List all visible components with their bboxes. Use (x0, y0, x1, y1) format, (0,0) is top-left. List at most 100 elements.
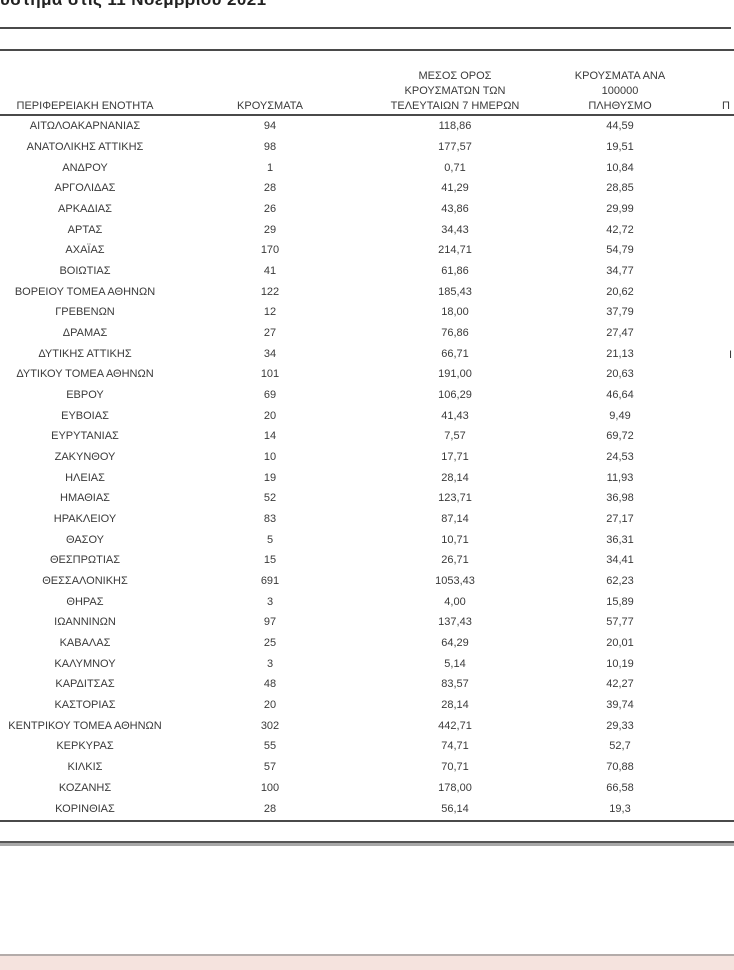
cell-per100k: 42,27 (606, 678, 634, 691)
cell-avg7: 17,71 (441, 451, 469, 464)
table-row: ΑΧΑΪΑΣ 170 214,71 54,79 (0, 240, 734, 261)
table-row: ΑΡΓΟΛΙΔΑΣ 28 41,29 28,85 (0, 178, 734, 199)
table-row: ΗΛΕΙΑΣ 19 28,14 11,93 (0, 467, 734, 488)
table-row: ΑΡΤΑΣ 29 34,43 42,72 (0, 219, 734, 240)
cell-per100k: 36,98 (606, 492, 634, 505)
table-row: ΚΕΡΚΥΡΑΣ 55 74,71 52,7 (0, 736, 734, 757)
cell-avg7: 442,71 (438, 719, 472, 732)
cell-region: ΘΕΣΣΑΛΟΝΙΚΗΣ (42, 575, 128, 588)
cell-avg7: 178,00 (438, 781, 472, 794)
column-header-avg7days: ΜΕΣΟΣ ΟΡΟΣ ΚΡΟΥΣΜΑΤΩΝ ΤΩΝ ΤΕΛΕΥΤΑΙΩΝ 7 Η… (390, 70, 520, 112)
cell-region: ΑΝΔΡΟΥ (62, 161, 108, 174)
cell-avg7: 123,71 (438, 492, 472, 505)
cell-per100k: 20,01 (606, 637, 634, 650)
table-row: ΚΑΡΔΙΤΣΑΣ 48 83,57 42,27 (0, 674, 734, 695)
cell-region: ΖΑΚΥΝΘΟΥ (54, 451, 116, 464)
cell-per100k: 42,72 (606, 223, 634, 236)
table-row: ΑΝΑΤΟΛΙΚΗΣ ΑΤΤΙΚΗΣ 98 177,57 19,51 (0, 137, 734, 158)
table-row: ΚΑΣΤΟΡΙΑΣ 20 28,14 39,74 (0, 695, 734, 716)
right-table-header-fragment: Π (722, 100, 730, 112)
cell-avg7: 87,14 (441, 513, 469, 526)
cell-per100k: 24,53 (606, 451, 634, 464)
cell-cases: 100 (260, 781, 280, 794)
cell-cases: 20 (263, 699, 277, 712)
table-row: ΚΙΛΚΙΣ 57 70,71 70,88 (0, 757, 734, 778)
cell-avg7: 137,43 (438, 616, 472, 629)
cell-avg7: 76,86 (441, 327, 469, 340)
table-row: ΑΙΤΩΛΟΑΚΑΡΝΑΝΙΑΣ 94 118,86 44,59 (0, 116, 734, 137)
cell-cases: 83 (263, 513, 277, 526)
cell-avg7: 0,71 (444, 161, 466, 174)
column-header-cases: ΚΡΟΥΣΜΑΤΑ (237, 100, 303, 112)
cell-per100k: 57,77 (606, 616, 634, 629)
cell-per100k: 46,64 (606, 389, 634, 402)
cell-cases: 28 (263, 802, 277, 815)
cell-cases: 3 (266, 595, 274, 608)
cell-region: ΚΕΡΚΥΡΑΣ (56, 740, 114, 753)
document-title-clipped: ύστημα στις 11 Νοεμβρίου 2021 (0, 0, 400, 8)
table-row: ΗΜΑΘΙΑΣ 52 123,71 36,98 (0, 488, 734, 509)
cell-cases: 34 (263, 347, 277, 360)
cell-region: ΒΟΡΕΙΟΥ ΤΟΜΕΑ ΑΘΗΝΩΝ (14, 285, 156, 298)
cell-cases: 55 (263, 740, 277, 753)
table-row: ΕΥΒΟΙΑΣ 20 41,43 9,49 (0, 405, 734, 426)
cell-per100k: 19,3 (609, 802, 631, 815)
cell-region: ΚΑΣΤΟΡΙΑΣ (54, 699, 116, 712)
table-row: ΔΥΤΙΚΟΥ ΤΟΜΕΑ ΑΘΗΝΩΝ 101 191,00 20,63 (0, 364, 734, 385)
cell-avg7: 214,71 (438, 244, 472, 257)
cell-avg7: 61,86 (441, 265, 469, 278)
cell-cases: 20 (263, 409, 277, 422)
cell-region: ΚΟΡΙΝΘΙΑΣ (55, 802, 115, 815)
cell-per100k: 21,13 (606, 347, 634, 360)
cell-per100k: 20,63 (606, 368, 634, 381)
cell-region: ΑΡΓΟΛΙΔΑΣ (54, 182, 116, 195)
cell-per100k: 29,33 (606, 719, 634, 732)
table-row: ΙΩΑΝΝΙΝΩΝ 97 137,43 57,77 (0, 612, 734, 633)
cell-avg7: 41,29 (441, 182, 469, 195)
cell-per100k: 69,72 (606, 430, 634, 443)
cell-region: ΒΟΙΩΤΙΑΣ (59, 265, 111, 278)
cell-avg7: 83,57 (441, 678, 469, 691)
cell-per100k: 70,88 (606, 761, 634, 774)
cell-per100k: 34,41 (606, 554, 634, 567)
cell-per100k: 52,7 (609, 740, 631, 753)
cell-region: ΚΑΛΥΜΝΟΥ (54, 657, 116, 670)
cell-cases: 52 (263, 492, 277, 505)
footer-top-rule (0, 954, 734, 956)
column-header-region: ΠΕΡΙΦΕΡΕΙΑΚΗ ΕΝΟΤΗΤΑ (16, 100, 154, 112)
cell-region: ΗΡΑΚΛΕΙΟΥ (53, 513, 117, 526)
cell-per100k: 28,85 (606, 182, 634, 195)
cell-avg7: 177,57 (438, 141, 472, 153)
cell-region: ΕΥΡΥΤΑΝΙΑΣ (51, 430, 119, 443)
cell-cases: 25 (263, 637, 277, 650)
table-row: ΚΑΛΥΜΝΟΥ 3 5,14 10,19 (0, 653, 734, 674)
cell-cases: 41 (263, 265, 277, 278)
cell-cases: 3 (266, 657, 274, 670)
section-divider-rule (0, 841, 734, 846)
table-row: ΚΑΒΑΛΑΣ 25 64,29 20,01 (0, 633, 734, 654)
cell-avg7: 34,43 (441, 223, 469, 236)
cell-per100k: 36,31 (606, 533, 634, 546)
cell-cases: 122 (260, 285, 280, 298)
cell-cases: 170 (260, 244, 280, 257)
cell-region: ΑΙΤΩΛΟΑΚΑΡΝΑΝΙΑΣ (29, 120, 141, 133)
table-row: ΕΥΡΥΤΑΝΙΑΣ 14 7,57 69,72 (0, 426, 734, 447)
table-body: ΑΙΤΩΛΟΑΚΑΡΝΑΝΙΑΣ 94 118,86 44,59 ΑΝΑΤΟΛΙΚΗΣ … (0, 116, 734, 819)
cell-region: ΗΜΑΘΙΑΣ (60, 492, 110, 505)
right-table-row-fragment: Ι (729, 349, 733, 361)
table-row: ΘΗΡΑΣ 3 4,00 15,89 (0, 591, 734, 612)
cell-cases: 98 (263, 141, 277, 153)
cell-cases: 691 (260, 575, 280, 588)
cell-cases: 19 (263, 471, 277, 484)
table-row: ΚΟΡΙΝΘΙΑΣ 28 56,14 19,3 (0, 798, 734, 819)
cell-avg7: 64,29 (441, 637, 469, 650)
cell-avg7: 10,71 (441, 533, 469, 546)
cell-region: ΑΡΤΑΣ (67, 223, 103, 236)
cell-avg7: 26,71 (441, 554, 469, 567)
cell-per100k: 39,74 (606, 699, 634, 712)
table-row: ΓΡΕΒΕΝΩΝ 12 18,00 37,79 (0, 302, 734, 323)
table-row: ΖΑΚΥΝΘΟΥ 10 17,71 24,53 (0, 447, 734, 468)
cell-cases: 15 (263, 554, 277, 567)
cell-cases: 26 (263, 203, 277, 216)
cell-avg7: 5,14 (444, 657, 466, 670)
